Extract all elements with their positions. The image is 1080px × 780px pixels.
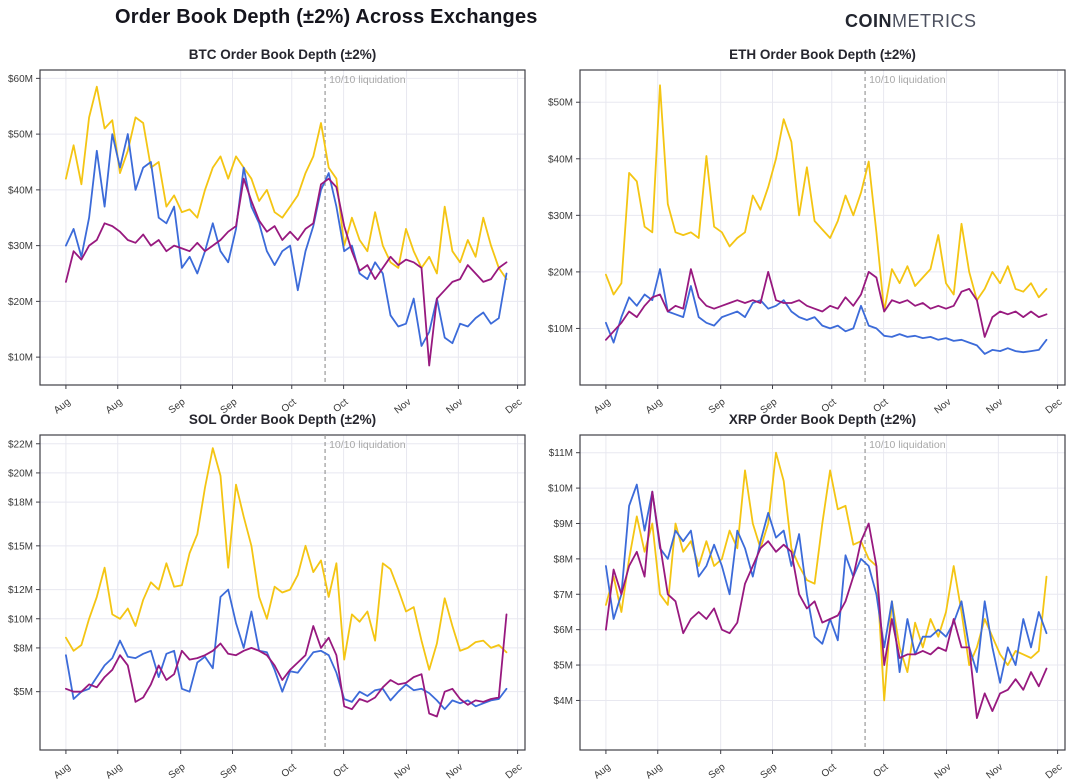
x-tick-label: Oct: [331, 762, 350, 780]
plot-border: [39, 434, 526, 751]
y-tick-label: $10M: [548, 484, 573, 495]
eth-series-blue: [605, 268, 1048, 355]
btc-series-blue: [65, 133, 508, 347]
y-tick-label: $20M: [8, 468, 33, 479]
logo-coin: COIN: [845, 11, 892, 31]
x-tick-label: Sep: [167, 761, 188, 780]
liquidation-label: 10/10 liquidation: [869, 74, 946, 86]
logo-metrics: METRICS: [892, 11, 977, 31]
eth-chart-title: ETH Order Book Depth (±2%): [729, 47, 916, 62]
y-tick-label: $40M: [548, 154, 573, 165]
x-tick-label: Sep: [219, 761, 240, 780]
x-tick-label: Sep: [759, 761, 780, 780]
y-tick-label: $10M: [8, 614, 33, 625]
liquidation-label: 10/10 liquidation: [329, 74, 406, 86]
y-tick-label: $30M: [548, 211, 573, 222]
x-tick-label: Dec: [504, 762, 525, 780]
x-tick-label: Nov: [444, 762, 465, 780]
y-tick-label: $20M: [548, 267, 573, 278]
y-tick-label: $5M: [14, 687, 33, 698]
y-tick-label: $30M: [8, 241, 33, 252]
x-tick-label: Oct: [280, 762, 299, 780]
y-tick-label: $7M: [554, 590, 573, 601]
sol-series-yellow: [65, 447, 508, 671]
sol-series-purple: [65, 613, 508, 718]
xrp-depth-chart: XRP Order Book Depth (±2%) Aug Aug Sep Sep Oc…: [540, 410, 1080, 780]
x-tick-label: Aug: [644, 762, 665, 780]
eth-series-purple: [605, 268, 1048, 341]
xrp-series-purple: [605, 490, 1048, 720]
x-tick-label: Nov: [984, 762, 1005, 780]
sol-chart-title: SOL Order Book Depth (±2%): [189, 412, 376, 427]
x-tick-label: Oct: [820, 762, 839, 780]
x-tick-label: Nov: [393, 762, 414, 780]
btc-chart-title: BTC Order Book Depth (±2%): [189, 47, 376, 62]
sol-depth-chart: SOL Order Book Depth (±2%) Aug Aug Sep Sep Oc…: [0, 410, 540, 780]
xrp-chart-title: XRP Order Book Depth (±2%): [729, 412, 916, 427]
xrp-series-blue: [605, 483, 1048, 684]
x-tick-label: Sep: [707, 761, 728, 780]
y-tick-label: $20M: [8, 297, 33, 308]
y-tick-label: $18M: [8, 498, 33, 509]
y-tick-label: $8M: [14, 643, 33, 654]
x-tick-label: Aug: [104, 762, 125, 780]
plot-border: [39, 69, 526, 386]
eth-depth-chart: ETH Order Book Depth (±2%) Aug Aug Sep Sep Oc…: [540, 45, 1080, 416]
btc-depth-chart: BTC Order Book Depth (±2%) Aug Aug Sep Sep Oc…: [0, 45, 540, 416]
btc-series-purple: [65, 177, 508, 367]
plot-border: [579, 434, 1066, 751]
y-tick-label: $22M: [8, 439, 33, 450]
x-tick-label: Dec: [1044, 762, 1065, 780]
y-tick-label: $12M: [8, 585, 33, 596]
y-tick-label: $10M: [548, 324, 573, 335]
y-tick-label: $50M: [8, 130, 33, 141]
y-tick-label: $15M: [8, 541, 33, 552]
liquidation-label: 10/10 liquidation: [329, 439, 406, 451]
xrp-chart-canvas: XRP Order Book Depth (±2%) Aug Aug Sep Sep Oc…: [548, 412, 1066, 780]
eth-series-yellow: [605, 84, 1048, 313]
y-tick-label: $5M: [554, 661, 573, 672]
sol-series-blue: [65, 588, 508, 711]
sol-chart-canvas: SOL Order Book Depth (±2%) Aug Aug Sep Sep Oc…: [8, 412, 526, 780]
page-title: Order Book Depth (±2%) Across Exchanges: [115, 6, 538, 28]
y-tick-label: $60M: [8, 74, 33, 85]
y-tick-label: $40M: [8, 185, 33, 196]
eth-chart-canvas: ETH Order Book Depth (±2%)Aug Aug Sep Sep Oc…: [548, 47, 1066, 416]
liquidation-label: 10/10 liquidation: [869, 439, 946, 451]
y-tick-label: $9M: [554, 519, 573, 530]
x-tick-label: Aug: [592, 762, 613, 780]
y-tick-label: $8M: [554, 554, 573, 565]
y-tick-label: $50M: [548, 98, 573, 109]
xrp-series-yellow: [605, 451, 1048, 702]
y-tick-label: $11M: [549, 448, 573, 459]
x-tick-label: Aug: [52, 762, 73, 780]
coinmetrics-logo: COINMETRICS: [845, 11, 977, 32]
x-tick-label: Oct: [871, 762, 890, 780]
btc-chart-canvas: BTC Order Book Depth (±2%)Aug Aug Sep Sep Oc…: [8, 47, 526, 416]
btc-series-yellow: [65, 85, 508, 281]
x-tick-label: Nov: [933, 762, 954, 780]
y-tick-label: $4M: [554, 696, 573, 707]
y-tick-label: $6M: [554, 625, 573, 636]
plot-border: [579, 69, 1066, 386]
y-tick-label: $10M: [8, 353, 33, 364]
